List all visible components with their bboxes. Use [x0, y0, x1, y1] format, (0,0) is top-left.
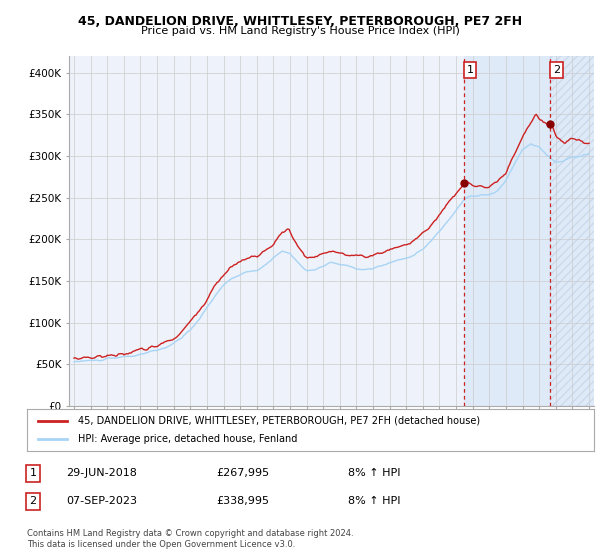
Text: 2: 2: [553, 65, 560, 74]
Bar: [550, 56, 600, 406]
Text: £338,995: £338,995: [216, 496, 269, 506]
Text: 07-SEP-2023: 07-SEP-2023: [66, 496, 137, 506]
Text: 8% ↑ HPI: 8% ↑ HPI: [348, 496, 401, 506]
Text: Contains HM Land Registry data © Crown copyright and database right 2024.
This d: Contains HM Land Registry data © Crown c…: [27, 529, 353, 549]
Text: Price paid vs. HM Land Registry's House Price Index (HPI): Price paid vs. HM Land Registry's House …: [140, 26, 460, 36]
Text: 1: 1: [29, 468, 37, 478]
Text: 45, DANDELION DRIVE, WHITTLESEY, PETERBOROUGH, PE7 2FH: 45, DANDELION DRIVE, WHITTLESEY, PETERBO…: [78, 15, 522, 27]
Bar: [464, 56, 600, 406]
Text: 2: 2: [29, 496, 37, 506]
Text: 29-JUN-2018: 29-JUN-2018: [66, 468, 137, 478]
Text: 45, DANDELION DRIVE, WHITTLESEY, PETERBOROUGH, PE7 2FH (detached house): 45, DANDELION DRIVE, WHITTLESEY, PETERBO…: [78, 416, 480, 426]
Text: £267,995: £267,995: [216, 468, 269, 478]
Text: HPI: Average price, detached house, Fenland: HPI: Average price, detached house, Fenl…: [78, 434, 298, 444]
Text: 8% ↑ HPI: 8% ↑ HPI: [348, 468, 401, 478]
Text: 1: 1: [467, 65, 473, 74]
